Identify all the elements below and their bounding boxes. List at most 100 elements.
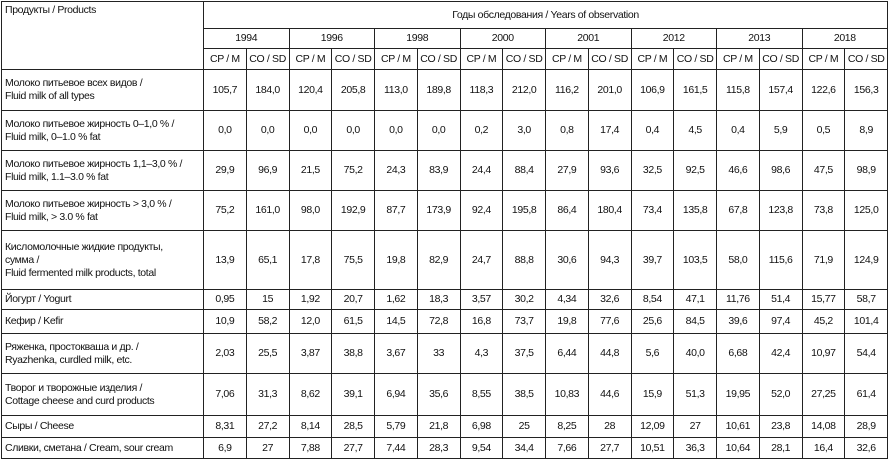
cell: 98,0 (288, 190, 333, 231)
sub-header: CP / M (630, 48, 675, 70)
cell: 15,77 (801, 289, 846, 310)
sub-header: CO / SD (758, 48, 803, 70)
cell: 161,5 (673, 69, 717, 111)
row-label: Молоко питьевое всех видов / Fluid milk o… (1, 69, 204, 111)
cell: 21,5 (288, 150, 333, 191)
cell: 7,06 (203, 373, 247, 416)
cell: 0,4 (716, 110, 760, 151)
cell: 34,4 (502, 437, 546, 459)
cell: 29,9 (203, 150, 247, 191)
data-row: Молоко питьевое жирность > 3,0 % / Fluid … (1, 190, 889, 231)
cell: 52,0 (758, 373, 803, 416)
year-header: 2018 (801, 28, 889, 49)
cell: 8,9 (844, 110, 889, 151)
sub-header: CP / M (288, 48, 333, 70)
cell: 61,4 (844, 373, 889, 416)
cell: 97,4 (758, 309, 803, 334)
data-row: Творог и творожные изделия / Cottage chee… (1, 373, 889, 416)
label-line: Сливки, сметана / Cream, sour cream (5, 441, 173, 454)
cell: 72,8 (416, 309, 461, 334)
cell: 75,5 (331, 230, 375, 290)
row-label: Молоко питьевое жирность > 3,0 % / Fluid … (1, 190, 204, 231)
cell: 8,54 (630, 289, 675, 310)
row-label: Сливки, сметана / Cream, sour cream (1, 437, 204, 459)
cell: 37,5 (502, 333, 546, 374)
sub-header: CO / SD (587, 48, 632, 70)
cell: 192,9 (331, 190, 375, 231)
cell: 0,0 (203, 110, 247, 151)
cell: 11,76 (716, 289, 760, 310)
cell: 10,83 (545, 373, 589, 416)
header-row: Продукты / Products Годы обследования / Y… (1, 1, 889, 70)
cell: 4,34 (545, 289, 589, 310)
label-line: Молоко питьевое жирность 0–1,0 % / (5, 117, 175, 130)
sub-header: CP / M (459, 48, 504, 70)
sub-header: CO / SD (673, 48, 717, 70)
label-line: Йогурт / Yogurt (5, 293, 72, 305)
data-row: Кисломолочные жидкие продукты, сумма / Flu… (1, 230, 889, 290)
cell: 24,7 (459, 230, 504, 290)
cell: 195,8 (502, 190, 546, 231)
cell: 21,8 (416, 415, 461, 438)
cell: 27,9 (545, 150, 589, 191)
label-line: сумма / (5, 253, 40, 266)
cell: 19,8 (545, 309, 589, 334)
label-line: Ryazhenka, curdled milk, etc. (5, 353, 132, 366)
cell: 51,4 (758, 289, 803, 310)
cell: 101,4 (844, 309, 889, 334)
cell: 5,9 (758, 110, 803, 151)
cell: 103,5 (673, 230, 717, 290)
cell: 47,1 (673, 289, 717, 310)
data-row: Кефир / Kefir 10,9 58,2 12,0 61,5 14,5 72,8 16,… (1, 309, 889, 334)
cell: 105,7 (203, 69, 247, 111)
cell: 88,4 (502, 150, 546, 191)
cell: 28,1 (758, 437, 803, 459)
cell: 161,0 (245, 190, 290, 231)
cell: 6,68 (716, 333, 760, 374)
cell: 98,6 (758, 150, 803, 191)
cell: 10,9 (203, 309, 247, 334)
cell: 6,98 (459, 415, 504, 438)
cell: 27,25 (801, 373, 846, 416)
cell: 6,9 (203, 437, 247, 459)
sub-header: CP / M (801, 48, 846, 70)
cell: 58,7 (844, 289, 889, 310)
cell: 61,5 (331, 309, 375, 334)
label-line: Cottage cheese and curd products (5, 394, 155, 407)
cell: 44,8 (587, 333, 632, 374)
cell: 32,6 (587, 289, 632, 310)
label-line: Ряженка, простокваша и др. / (5, 340, 139, 353)
cell: 23,8 (758, 415, 803, 438)
row-label: Молоко питьевое жирность 0–1,0 % / Fluid … (1, 110, 204, 151)
cell: 32,5 (630, 150, 675, 191)
label-line: Fluid fermented milk products, total (5, 266, 156, 279)
cell: 87,7 (374, 190, 418, 231)
cell: 18,3 (416, 289, 461, 310)
cell: 8,31 (203, 415, 247, 438)
cell: 32,6 (844, 437, 889, 459)
sub-header: CP / M (545, 48, 589, 70)
label-line: Сыры / Cheese (5, 420, 74, 432)
cell: 33 (416, 333, 461, 374)
cell: 27 (673, 415, 717, 438)
cell: 98,9 (844, 150, 889, 191)
cell: 16,4 (801, 437, 846, 459)
cell: 123,8 (758, 190, 803, 231)
year-header: 1994 (203, 28, 290, 49)
cell: 77,6 (587, 309, 632, 334)
cell: 31,3 (245, 373, 290, 416)
cell: 124,9 (844, 230, 889, 290)
row-label: Кисломолочные жидкие продукты, сумма / Flu… (1, 230, 204, 290)
cell: 3,87 (288, 333, 333, 374)
cell: 10,61 (716, 415, 760, 438)
cell: 45,2 (801, 309, 846, 334)
label-line: Fluid milk, > 3.0 % fat (5, 210, 98, 223)
cell: 93,6 (587, 150, 632, 191)
label-line: Fluid milk, 1.1–3.0 % fat (5, 170, 109, 183)
cell: 28,9 (844, 415, 889, 438)
label-line: Молоко питьевое всех видов / (5, 77, 143, 89)
cell: 25 (502, 415, 546, 438)
cell: 44,6 (587, 373, 632, 416)
cell: 94,3 (587, 230, 632, 290)
cell: 16,8 (459, 309, 504, 334)
